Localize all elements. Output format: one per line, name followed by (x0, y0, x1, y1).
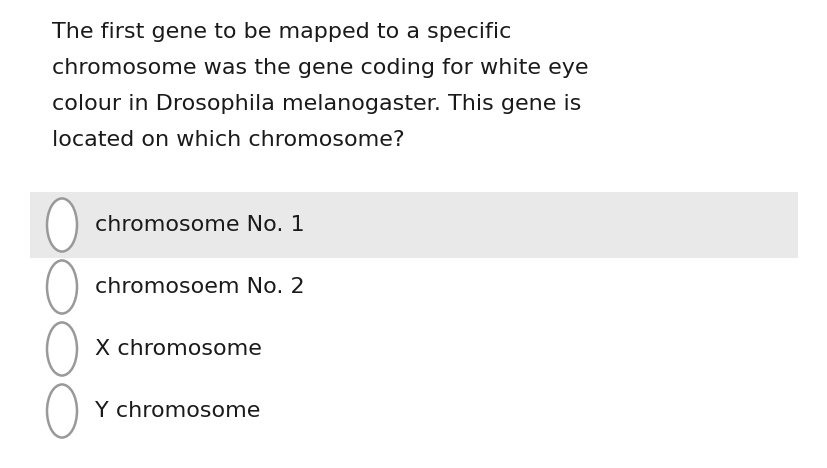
Text: located on which chromosome?: located on which chromosome? (52, 130, 404, 150)
Ellipse shape (47, 384, 77, 438)
Text: chromosoem No. 2: chromosoem No. 2 (95, 277, 304, 297)
Text: X chromosome: X chromosome (95, 339, 261, 359)
FancyBboxPatch shape (30, 192, 797, 258)
Text: The first gene to be mapped to a specific: The first gene to be mapped to a specifi… (52, 22, 511, 42)
Ellipse shape (47, 322, 77, 375)
Text: colour in Drosophila melanogaster. This gene is: colour in Drosophila melanogaster. This … (52, 94, 581, 114)
Text: chromosome was the gene coding for white eye: chromosome was the gene coding for white… (52, 58, 588, 78)
Text: Y chromosome: Y chromosome (95, 401, 260, 421)
Text: chromosome No. 1: chromosome No. 1 (95, 215, 304, 235)
Ellipse shape (47, 198, 77, 251)
Ellipse shape (47, 261, 77, 314)
